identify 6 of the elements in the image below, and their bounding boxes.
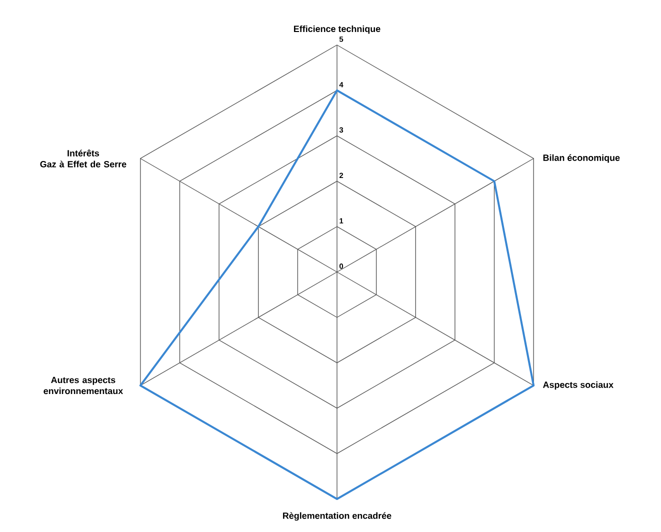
spoke-label: Autres aspects environnementaux bbox=[44, 376, 124, 394]
spoke-label: Efficience technique bbox=[294, 25, 380, 34]
spoke-label: Aspects sociaux bbox=[543, 381, 614, 390]
spoke-label: Règlementation encadrée bbox=[283, 512, 392, 521]
spoke-label: Intérêts Gaz à Effet de Serre bbox=[40, 150, 126, 168]
spoke-label: Bilan économique bbox=[543, 154, 620, 163]
